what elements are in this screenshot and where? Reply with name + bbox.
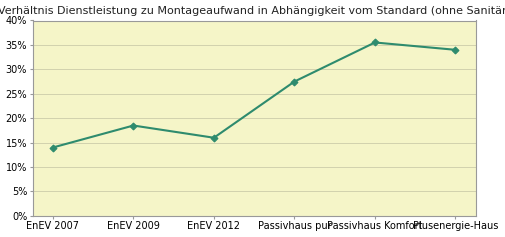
Title: Verhältnis Dienstleistung zu Montageaufwand in Abhängigkeit vom Standard (ohne S: Verhältnis Dienstleistung zu Montageaufw… [0,5,505,16]
